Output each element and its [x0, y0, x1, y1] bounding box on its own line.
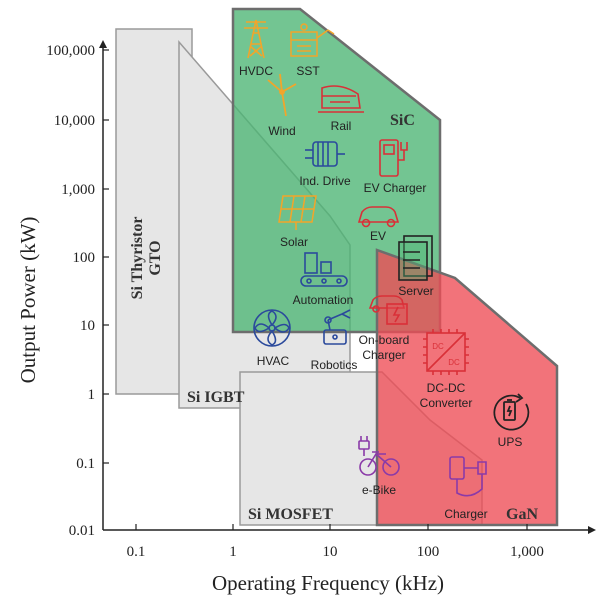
- charger-plug-icon: [449, 456, 487, 497]
- x-tick-label-1: 1: [229, 544, 237, 560]
- automation-label: Automation: [293, 293, 354, 307]
- si-thyristor-label: Si Thyristor: [129, 217, 146, 300]
- ebike-label: e-Bike: [362, 483, 396, 497]
- x-tick-label-10: 10: [323, 544, 338, 560]
- y-axis-arrow: [99, 40, 107, 48]
- dc-dc-label-line2: Converter: [420, 396, 473, 410]
- ev-charger-label: EV Charger: [364, 181, 427, 195]
- y-tick-label-100000: 100,000: [46, 43, 95, 59]
- wind-turbine-icon: [267, 73, 297, 117]
- server-label: Server: [398, 284, 433, 298]
- x-ticks: [135, 524, 528, 530]
- x-tick-label-1000: 1,000: [510, 544, 544, 560]
- ev-car-icon: [357, 206, 400, 228]
- ev-charger-icon: [379, 139, 408, 177]
- onboard-charger-label-line1: On-board: [359, 333, 410, 347]
- si-igbt-label: Si IGBT: [187, 389, 245, 406]
- server-rack-icon: [398, 235, 433, 281]
- x-axis-arrow: [588, 526, 596, 534]
- y-tick-label-10000: 10,000: [54, 113, 95, 129]
- charger-label: Charger: [444, 507, 487, 521]
- y-tick-label-0.1: 0.1: [76, 456, 95, 472]
- wind-label: Wind: [268, 124, 295, 138]
- dc-dc-chip-top-text: DC: [432, 342, 444, 351]
- y-tick-label-10: 10: [80, 318, 95, 334]
- ups-label: UPS: [498, 435, 523, 449]
- y-tick-label-0.01: 0.01: [69, 523, 95, 539]
- rail-train-icon: [318, 85, 364, 113]
- gan-label: GaN: [506, 506, 538, 523]
- hvdc-tower-icon: [244, 19, 268, 59]
- dc-dc-chip-icon: [423, 329, 469, 375]
- x-tick-label-100: 100: [417, 544, 440, 560]
- onboard-charger-icon: [368, 295, 408, 325]
- x-axis-title: Operating Frequency (kHz): [212, 571, 444, 595]
- solar-panel-icon: [278, 195, 317, 230]
- motor-icon: [305, 141, 345, 167]
- hvac-label: HVAC: [257, 354, 290, 368]
- hvdc-label: HVDC: [239, 64, 273, 78]
- ind-drive-label: Ind. Drive: [299, 174, 351, 188]
- ebike-icon: [358, 436, 400, 476]
- y-axis-title: Output Power (kW): [16, 217, 40, 384]
- robotics-label: Robotics: [311, 358, 358, 372]
- dc-dc-chip-bottom-text: DC: [448, 358, 460, 367]
- sst-icon: [290, 23, 335, 57]
- ups-battery-icon: [493, 393, 530, 431]
- sic-label: SiC: [390, 112, 415, 129]
- automation-conveyor-icon: [300, 252, 348, 287]
- ev-label: EV: [370, 229, 386, 243]
- robotic-arm-icon: [323, 309, 351, 345]
- x-tick-label-0.1: 0.1: [127, 544, 146, 560]
- si-thyristor-sublabel: GTO: [147, 240, 164, 275]
- si-thyristor-region: [115, 28, 193, 395]
- sst-label: SST: [296, 64, 320, 78]
- y-tick-label-1000: 1,000: [61, 182, 95, 198]
- y-tick-label-1: 1: [88, 387, 96, 403]
- onboard-charger-label-line2: Charger: [362, 348, 405, 362]
- si-mosfet-label: Si MOSFET: [248, 506, 333, 523]
- rail-label: Rail: [331, 119, 352, 133]
- y-ticks: [103, 49, 109, 464]
- y-tick-label-100: 100: [73, 250, 96, 266]
- hvac-fan-icon: [253, 309, 291, 347]
- solar-label: Solar: [280, 235, 308, 249]
- dc-dc-label-line1: DC-DC: [427, 381, 466, 395]
